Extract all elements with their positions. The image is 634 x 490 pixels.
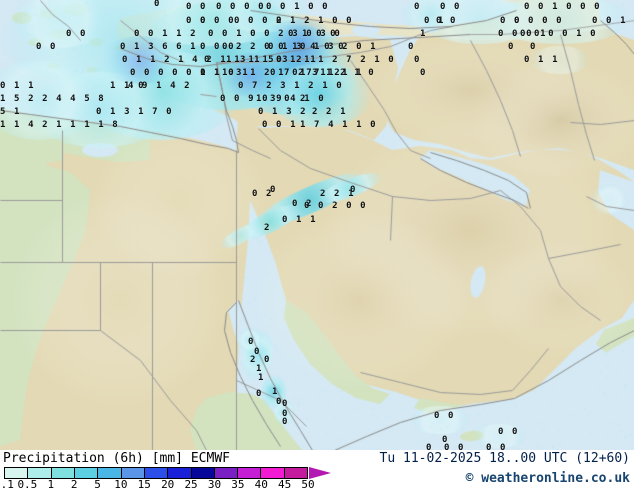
- colorbar-tick: 45: [278, 479, 291, 490]
- copyright-notice: © weatheronline.co.uk: [466, 471, 630, 486]
- colorbar-segment: [28, 468, 51, 478]
- weather-map-page: 0 00 0 0 00 0 1 0 000 00 0 1 0 0 00 00 0…: [0, 0, 634, 490]
- colorbar-segment: [75, 468, 98, 478]
- colorbar-tick: 10: [114, 479, 127, 490]
- colorbar-tick: 2: [71, 479, 78, 490]
- colorbar-segment: [261, 468, 284, 478]
- colorbar-segment: [5, 468, 28, 478]
- legend-title: Precipitation (6h) [mm] ECMWF: [3, 451, 230, 466]
- colorbar-segment: [285, 468, 307, 478]
- colorbar-segment: [238, 468, 261, 478]
- precipitation-map-canvas[interactable]: [0, 0, 634, 450]
- colorbar-tick: 50: [301, 479, 314, 490]
- colorbar-segment: [145, 468, 168, 478]
- colorbar-tick: 1: [47, 479, 54, 490]
- colorbar-tick: 5: [94, 479, 101, 490]
- colorbar-segment: [122, 468, 145, 478]
- colorbar-tick: 15: [138, 479, 151, 490]
- colorbar-tick-labels: 0.10.5125101520253035404550: [0, 479, 340, 490]
- colorbar-segment: [98, 468, 121, 478]
- colorbar-tick: 40: [255, 479, 268, 490]
- colorbar-tick: 35: [231, 479, 244, 490]
- colorbar-segment: [192, 468, 215, 478]
- colorbar-tick: 20: [161, 479, 174, 490]
- colorbar-segment: [215, 468, 238, 478]
- colorbar-segment: [168, 468, 191, 478]
- colorbar-tick: 30: [208, 479, 221, 490]
- colorbar-tick: 25: [184, 479, 197, 490]
- legend-footer: Precipitation (6h) [mm] ECMWF 0.10.51251…: [0, 450, 634, 490]
- colorbar-tick: 0.1: [0, 479, 14, 490]
- colorbar-segment: [52, 468, 75, 478]
- map-viewport[interactable]: 0 00 0 0 00 0 1 0 000 00 0 1 0 0 00 00 0…: [0, 0, 634, 450]
- colorbar-tick: 0.5: [17, 479, 37, 490]
- forecast-run-datetime: Tu 11-02-2025 18..00 UTC (12+60): [380, 451, 630, 466]
